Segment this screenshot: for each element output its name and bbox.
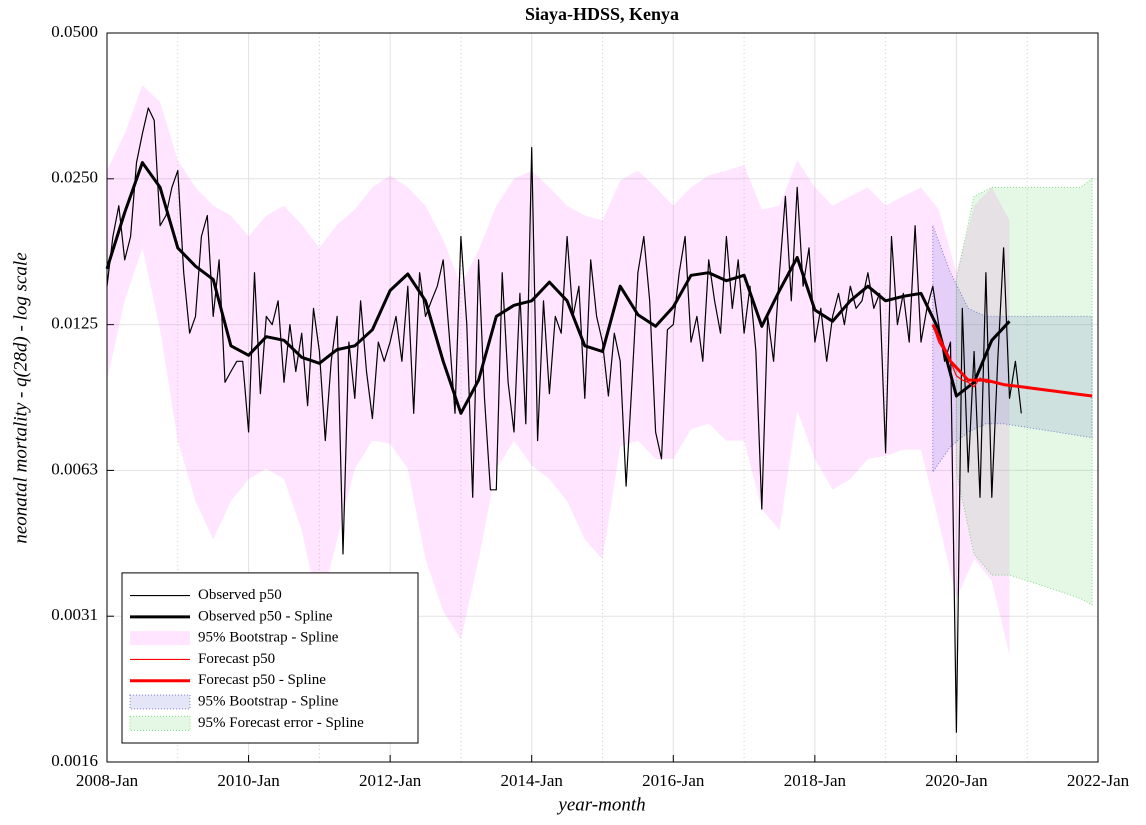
legend-label: Forecast p50 - Spline: [198, 672, 326, 688]
line: [105, 161, 1011, 415]
x-tick-label: 2010-Jan: [217, 771, 280, 790]
plot-frame: [106, 32, 1099, 763]
y-axis-label: neonatal mortality - q(28d) - log scale: [10, 252, 31, 543]
x-tick-label: 2012-Jan: [359, 771, 422, 790]
chart-title: Siaya-HDSS, Kenya: [525, 4, 679, 24]
y-tick-label: 0.0125: [51, 314, 98, 333]
legend-label: 95% Forecast error - Spline: [198, 715, 364, 731]
legend-label: Forecast p50: [198, 651, 275, 667]
x-tick-label: 2008-Jan: [76, 771, 139, 790]
legend-label: Observed p50 - Spline: [198, 608, 333, 624]
legend-swatch: [129, 694, 191, 710]
x-axis-label: year-month: [556, 794, 645, 815]
y-tick-label: 0.0031: [51, 605, 98, 624]
x-tick-label: 2018-Jan: [784, 771, 847, 790]
line: [106, 107, 1022, 733]
legend-box: [121, 572, 419, 744]
legend-label: 95% Bootstrap - Spline: [198, 630, 339, 646]
y-tick-label: 0.0250: [51, 168, 98, 187]
x-tick-label: 2022-Jan: [1067, 771, 1130, 790]
legend-label: 95% Bootstrap - Spline: [198, 693, 339, 709]
legend-swatch: [129, 715, 191, 731]
band: [932, 225, 1093, 474]
legend: Observed p50 Observed p50 - Spline 95% Boo…: [121, 572, 419, 744]
legend-label: Observed p50: [198, 587, 282, 603]
legend-swatch: [130, 631, 190, 646]
y-tick-label: 0.0063: [51, 459, 98, 478]
band: [107, 85, 1010, 655]
x-tick-label: 2020-Jan: [925, 771, 988, 790]
line: [931, 323, 1093, 398]
x-tick-label: 2016-Jan: [642, 771, 705, 790]
x-tick-label: 2014-Jan: [501, 771, 564, 790]
band: [955, 177, 1093, 606]
y-tick-label: 0.0016: [51, 751, 98, 770]
y-tick-label: 0.0500: [51, 22, 98, 41]
